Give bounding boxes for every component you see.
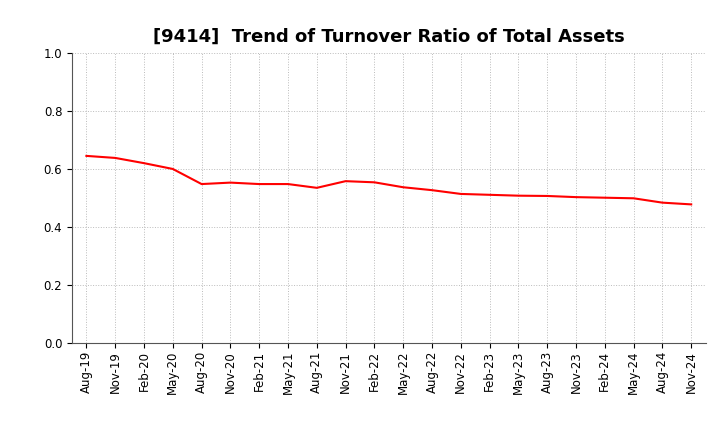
Title: [9414]  Trend of Turnover Ratio of Total Assets: [9414] Trend of Turnover Ratio of Total … [153,28,625,46]
